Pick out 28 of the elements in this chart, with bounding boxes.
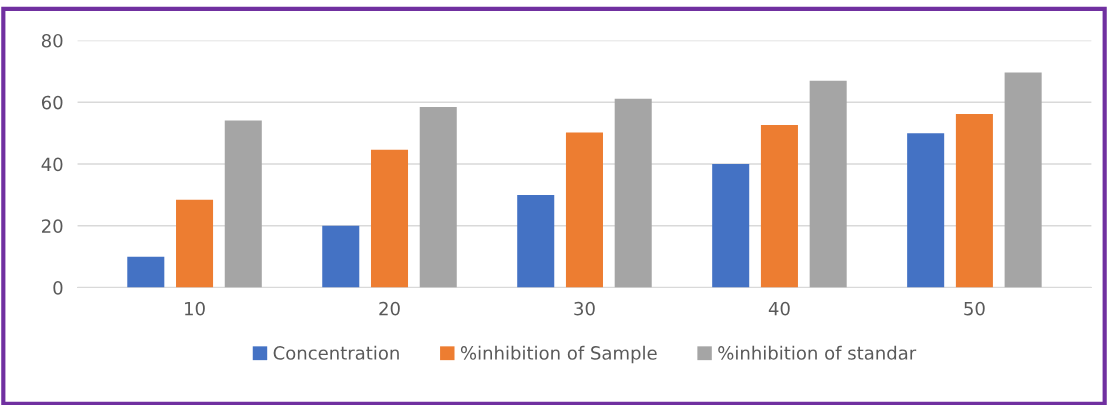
bar — [907, 133, 945, 288]
x-tick-label: 40 — [768, 301, 790, 316]
x-tick-label: 30 — [574, 301, 595, 316]
bar — [517, 194, 555, 288]
x-tick-label: 10 — [185, 301, 205, 316]
y-tick-label: 80 — [41, 33, 63, 48]
bar — [419, 106, 457, 288]
y-tick-label: 20 — [42, 219, 63, 233]
bar — [127, 256, 165, 288]
legend-label: %inhibition of standar — [718, 345, 917, 360]
legend-label: %inhibition of Sample — [460, 345, 657, 364]
bar — [224, 120, 262, 288]
y-tick-label: 60 — [41, 95, 63, 110]
x-tick-label: 50 — [964, 301, 985, 316]
bar — [370, 149, 409, 288]
bar — [809, 80, 847, 288]
bar — [760, 125, 798, 288]
bar — [712, 164, 750, 288]
bar — [1004, 72, 1042, 288]
bar — [176, 199, 214, 288]
y-tick-label: 0 — [53, 281, 63, 295]
bar — [955, 114, 993, 288]
bar — [614, 98, 652, 288]
y-tick-label: 40 — [41, 157, 63, 172]
legend-label: Concentration — [273, 345, 399, 360]
bar — [322, 225, 360, 288]
x-tick-label: 20 — [379, 301, 400, 316]
bar — [565, 132, 603, 288]
